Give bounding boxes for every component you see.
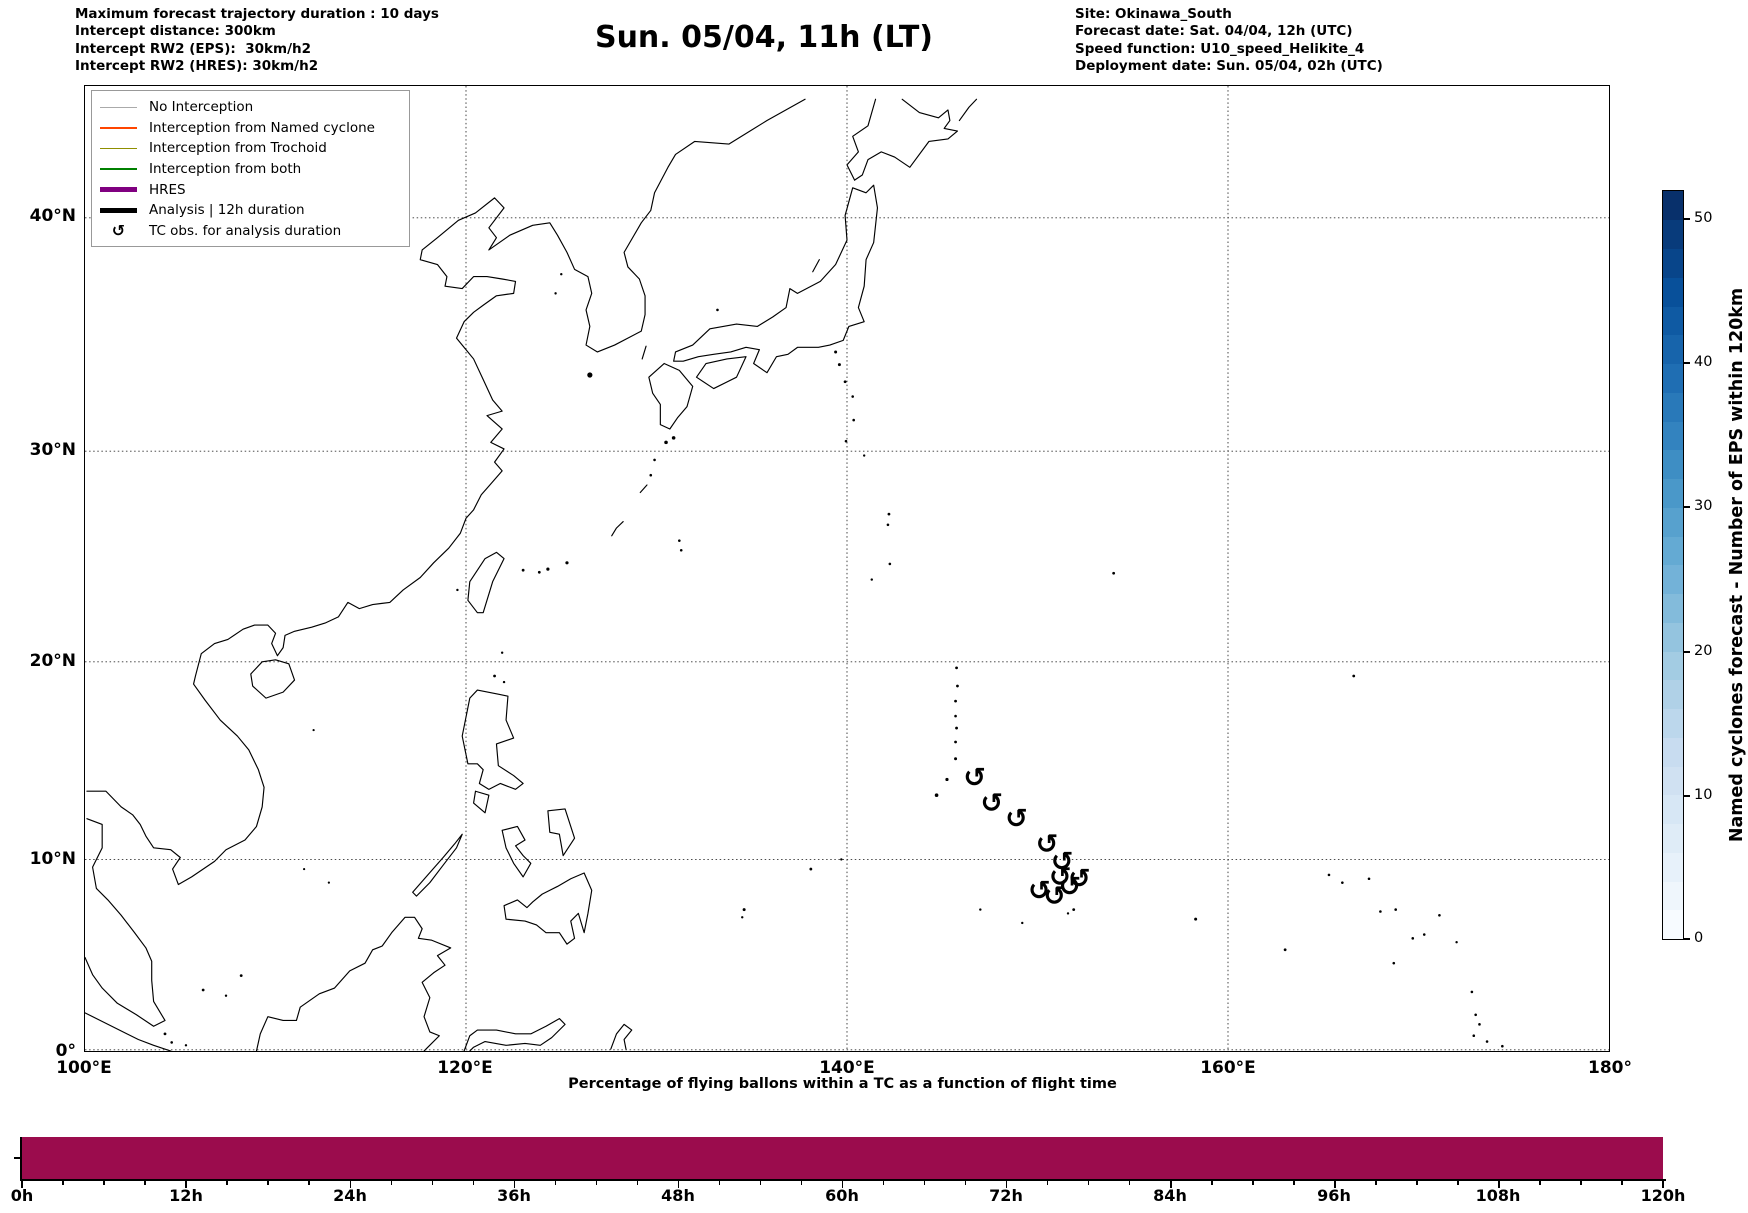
- bottom-xtick-label: 36h: [497, 1186, 531, 1205]
- map-xtick-label: 160°E: [1200, 1058, 1256, 1078]
- colorbar-tick-label: 50: [1694, 210, 1713, 226]
- svg-text:↺: ↺: [1051, 846, 1074, 877]
- map-ytick-label: 10°N: [29, 849, 76, 869]
- colorbar-tick-label: 0: [1694, 930, 1704, 946]
- cyclone-obs-icon: ↺: [111, 220, 126, 240]
- colorbar-tick-label: 10: [1694, 787, 1713, 803]
- svg-text:↺: ↺: [1028, 875, 1051, 906]
- header-right-line: Site: Okinawa_South: [1075, 6, 1232, 22]
- bottom-xtick-label: 24h: [333, 1186, 367, 1205]
- map-xtick-label: 100°E: [56, 1058, 112, 1078]
- bottom-chart-y-axis: [20, 1137, 22, 1181]
- svg-text:↺: ↺: [1005, 804, 1028, 835]
- bottom-xtick-label: 72h: [989, 1186, 1023, 1205]
- legend-item: No Interception: [100, 97, 401, 118]
- svg-text:↺: ↺: [1068, 864, 1091, 895]
- svg-text:↺: ↺: [963, 763, 986, 794]
- bottom-xtick-label: 84h: [1153, 1186, 1187, 1205]
- svg-text:↺: ↺: [981, 788, 1004, 819]
- legend-line-swatch: [100, 127, 137, 129]
- legend-item: Analysis | 12h duration: [100, 200, 401, 221]
- header-right-line: Forecast date: Sat. 04/04, 12h (UTC): [1075, 23, 1353, 40]
- map-ytick-label: 0°: [55, 1041, 76, 1061]
- map-gridlines: [85, 86, 1609, 1051]
- legend-item: HRES: [100, 179, 401, 200]
- map-xtick-label: 140°E: [819, 1058, 875, 1078]
- map-ytick-label: 30°N: [29, 440, 76, 460]
- legend-item: Interception from Trochoid: [100, 138, 401, 159]
- legend-item: Interception from Named cyclone: [100, 118, 401, 139]
- legend-item-label: Interception from Trochoid: [149, 140, 327, 157]
- colorbar-tick: [1684, 795, 1690, 797]
- legend-item: Interception from both: [100, 159, 401, 180]
- map-legend: No Interception Interception from Named …: [91, 90, 410, 248]
- bottom-chart-y-tick: [14, 1157, 20, 1159]
- legend-item-label: TC obs. for analysis duration: [149, 222, 342, 239]
- legend-line-swatch: [100, 147, 137, 150]
- header-left-block: Maximum forecast trajectory duration : 1…: [75, 6, 439, 76]
- map-xtick-label: 120°E: [437, 1058, 493, 1078]
- legend-item-label: Interception from both: [149, 161, 302, 178]
- bottom-chart-x-axis: [20, 1179, 1666, 1181]
- bottom-chart-bar: [22, 1137, 1663, 1180]
- colorbar-tick-label: 40: [1694, 354, 1713, 370]
- colorbar-tick: [1684, 218, 1690, 220]
- colorbar-tick-label: 20: [1694, 643, 1713, 659]
- colorbar-tick: [1684, 506, 1690, 508]
- header-right-line: Speed function: U10_speed_Helikite_4: [1075, 40, 1365, 57]
- map-ytick-label: 40°N: [29, 206, 76, 226]
- page-title: Sun. 05/04, 11h (LT): [594, 20, 934, 55]
- legend-item: ↺ TC obs. for analysis duration: [100, 221, 401, 242]
- colorbar: [1662, 190, 1684, 940]
- bottom-xtick-label: 120h: [1640, 1186, 1686, 1205]
- bottom-xtick-label: 0h: [10, 1186, 34, 1205]
- svg-text:↺: ↺: [1049, 862, 1072, 893]
- colorbar-tick: [1684, 651, 1690, 653]
- map-xtick-label: 180°: [1588, 1058, 1632, 1078]
- legend-line-swatch: [100, 106, 137, 109]
- bottom-xtick-label: 108h: [1475, 1186, 1521, 1205]
- map-plot-area: ↺ ↺ ↺ ↺ ↺ ↺ ↺ ↺ ↺ ↺ No Interception Interception …: [84, 85, 1610, 1052]
- legend-item-label: No Interception: [149, 99, 254, 116]
- coastlines: [85, 98, 978, 1051]
- header-left-line: Intercept RW2 (HRES): 30km/h2: [75, 58, 319, 75]
- header-left-line: Intercept RW2 (EPS): 30km/h2: [75, 40, 311, 57]
- colorbar-axis-label: Named cyclones forecast - Number of EPS …: [1727, 287, 1747, 843]
- bottom-xtick-label: 48h: [661, 1186, 695, 1205]
- map-ytick-label: 20°N: [29, 651, 76, 671]
- legend-line-swatch: [100, 168, 137, 170]
- header-right-line: Deployment date: Sun. 05/04, 02h (UTC): [1075, 58, 1383, 75]
- bottom-xtick-label: 12h: [169, 1186, 203, 1205]
- svg-text:↺: ↺: [1043, 881, 1066, 912]
- colorbar-tick: [1684, 362, 1690, 364]
- legend-line-swatch: [100, 208, 137, 213]
- legend-line-swatch: [100, 187, 137, 192]
- tc-obs-markers: ↺↺↺↺↺↺↺↺↺↺: [963, 763, 1090, 913]
- legend-item-label: HRES: [149, 181, 186, 198]
- header-right-block: Site: Okinawa_South Forecast date: Sat. …: [1075, 6, 1383, 76]
- svg-text:↺: ↺: [1059, 871, 1082, 902]
- header-left-line: Intercept distance: 300km: [75, 23, 276, 40]
- colorbar-tick: [1684, 938, 1690, 940]
- colorbar-tick-label: 30: [1694, 498, 1713, 514]
- map-svg: ↺↺↺↺↺↺↺↺↺↺: [85, 86, 1609, 1051]
- island-dots: [163, 273, 1504, 1048]
- bottom-xtick-label: 96h: [1317, 1186, 1351, 1205]
- bottom-xtick-label: 60h: [825, 1186, 859, 1205]
- legend-item-label: Interception from Named cyclone: [149, 119, 375, 136]
- header-left-line: Maximum forecast trajectory duration : 1…: [75, 6, 439, 22]
- legend-item-label: Analysis | 12h duration: [149, 202, 305, 219]
- bottom-chart-title: Percentage of flying ballons within a TC…: [568, 1076, 1117, 1092]
- svg-text:↺: ↺: [1036, 829, 1059, 860]
